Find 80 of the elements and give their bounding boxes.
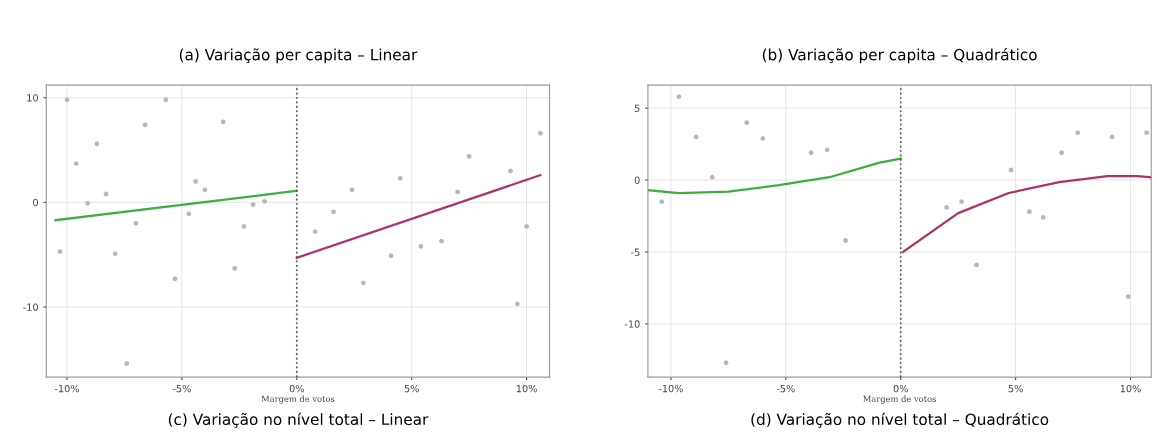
point bbox=[508, 168, 513, 174]
point bbox=[959, 199, 965, 205]
x-tick-label: -10% bbox=[54, 384, 79, 393]
point bbox=[186, 211, 192, 217]
point bbox=[103, 191, 109, 197]
point bbox=[172, 276, 178, 282]
point bbox=[112, 251, 118, 257]
x-tick-label: 10% bbox=[516, 384, 537, 393]
point bbox=[331, 209, 336, 215]
point bbox=[361, 280, 366, 286]
y-tick-label: -10 bbox=[624, 320, 640, 328]
point bbox=[85, 201, 91, 206]
x-tick-label: 5% bbox=[1008, 384, 1023, 393]
y-tick-label: 10 bbox=[27, 94, 38, 102]
text: (d) Variação no nível total – Quadrático bbox=[751, 412, 1049, 428]
point bbox=[73, 161, 79, 167]
point bbox=[1040, 215, 1046, 220]
y-tick-label: -5 bbox=[631, 248, 640, 256]
point bbox=[202, 187, 208, 193]
point bbox=[262, 198, 268, 204]
point bbox=[1008, 167, 1014, 173]
point bbox=[349, 187, 355, 193]
point bbox=[1027, 209, 1032, 215]
line-series bbox=[901, 174, 1152, 254]
point bbox=[1109, 134, 1115, 140]
x-tick-label: -10% bbox=[658, 384, 683, 393]
point bbox=[659, 199, 665, 205]
point bbox=[64, 97, 70, 103]
point bbox=[676, 94, 682, 100]
point bbox=[693, 134, 699, 140]
chart-title: (b) Variação per capita – Quadrático bbox=[762, 47, 1037, 64]
point bbox=[1125, 294, 1131, 299]
y-tick-label: 0 bbox=[634, 176, 640, 184]
point bbox=[1144, 130, 1150, 136]
x-tick-label: -5% bbox=[776, 384, 795, 393]
point bbox=[709, 174, 715, 180]
point bbox=[537, 130, 543, 136]
y-tick-label: -10 bbox=[23, 303, 38, 311]
y-tick-label: 0 bbox=[33, 198, 38, 207]
x-tick-label: 5% bbox=[404, 384, 419, 393]
point bbox=[312, 229, 318, 235]
point bbox=[843, 238, 848, 243]
x-axis-title: Margem de votos bbox=[261, 395, 335, 404]
x-tick-label: 0% bbox=[289, 384, 304, 393]
x-axis-title: Margem de votos bbox=[863, 395, 936, 404]
chart-title: (a) Variação per capita – Linear bbox=[179, 48, 418, 64]
point bbox=[220, 119, 226, 125]
point bbox=[397, 175, 403, 181]
y-tick-label: 5 bbox=[634, 104, 640, 113]
point bbox=[515, 301, 520, 307]
point bbox=[744, 120, 750, 125]
point bbox=[1075, 130, 1081, 136]
point bbox=[824, 147, 830, 153]
point bbox=[241, 224, 247, 229]
point bbox=[388, 253, 394, 259]
point bbox=[466, 153, 472, 159]
point bbox=[142, 122, 148, 128]
point bbox=[808, 150, 814, 156]
point bbox=[232, 265, 238, 271]
point bbox=[133, 220, 139, 226]
x-tick-label: 0% bbox=[893, 384, 908, 393]
point bbox=[124, 361, 130, 366]
point bbox=[163, 97, 169, 103]
point bbox=[974, 262, 979, 268]
point bbox=[760, 135, 766, 141]
point bbox=[723, 360, 729, 366]
line-series bbox=[647, 157, 902, 195]
point bbox=[524, 224, 529, 229]
point bbox=[944, 205, 950, 210]
point bbox=[439, 238, 444, 244]
point bbox=[193, 179, 199, 184]
point bbox=[57, 249, 63, 254]
point bbox=[455, 189, 461, 195]
x-tick-label: 10% bbox=[1120, 384, 1141, 393]
x-tick-label: -5% bbox=[172, 384, 191, 393]
point bbox=[94, 141, 100, 147]
point bbox=[250, 202, 256, 207]
text: (c) Variação no nível total – Linear bbox=[168, 412, 429, 428]
point bbox=[1059, 150, 1064, 156]
point bbox=[418, 243, 424, 249]
